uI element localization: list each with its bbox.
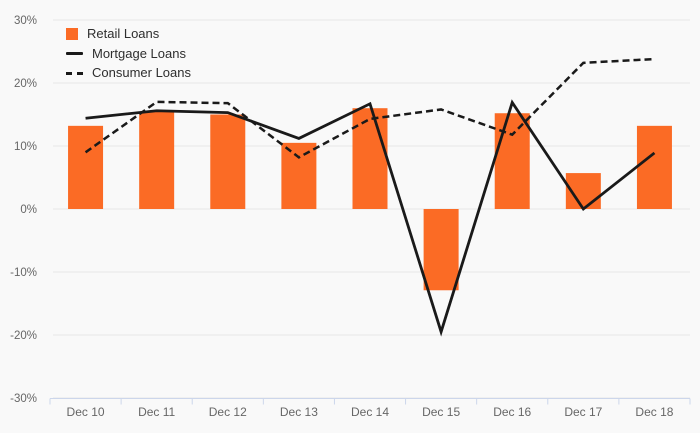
mortgage-loans-line-icon — [66, 52, 83, 55]
y-axis-label-20%: 20% — [14, 78, 37, 90]
x-axis-label-dec-14: Dec 14 — [351, 405, 389, 419]
x-axis-label-dec-11: Dec 11 — [138, 405, 175, 419]
retail-loans-swatch-icon — [66, 28, 78, 40]
x-axis-label-dec-15: Dec 15 — [422, 405, 460, 419]
legend-label-mortgage-loans: Mortgage Loans — [92, 45, 186, 61]
bar-dec-16[interactable] — [494, 113, 530, 209]
bar-dec-14[interactable] — [352, 108, 388, 209]
y-axis-label-30%: 30% — [14, 15, 37, 27]
bar-dec-12[interactable] — [210, 114, 246, 210]
legend: Retail Loans Mortgage Loans Consumer Loa… — [66, 27, 191, 80]
y-axis-label--20%: -20% — [10, 330, 37, 342]
y-axis-label-10%: 10% — [14, 141, 37, 153]
y-axis-label--30%: -30% — [10, 393, 37, 405]
x-axis-label-dec-16: Dec 16 — [493, 405, 531, 419]
line-consumer-loans[interactable] — [84, 57, 655, 159]
consumer-loans-dashed-line-icon — [66, 71, 83, 75]
legend-label-retail-loans: Retail Loans — [87, 26, 160, 41]
line-mortgage-loans[interactable] — [85, 99, 656, 337]
x-axis-label-dec-17: Dec 17 — [564, 405, 602, 419]
y-axis-label-0%: 0% — [20, 204, 37, 216]
x-axis-label-dec-10: Dec 10 — [67, 405, 105, 419]
legend-item-consumer-loans[interactable]: Consumer Loans — [66, 66, 191, 80]
bar-dec-13[interactable] — [281, 142, 317, 209]
x-axis-label-dec-18: Dec 18 — [635, 405, 673, 419]
bar-dec-15[interactable] — [423, 209, 459, 291]
y-axis-label--10%: -10% — [10, 267, 37, 279]
legend-item-retail-loans[interactable]: Retail Loans — [66, 27, 191, 41]
bar-dec-18[interactable] — [636, 125, 672, 209]
x-axis-label-dec-13: Dec 13 — [280, 405, 318, 419]
x-axis-label-dec-12: Dec 12 — [209, 405, 247, 419]
bar-dec-11[interactable] — [139, 111, 175, 209]
legend-item-mortgage-loans[interactable]: Mortgage Loans — [66, 45, 191, 61]
legend-label-consumer-loans: Consumer Loans — [92, 65, 191, 80]
bar-dec-10[interactable] — [68, 125, 104, 209]
